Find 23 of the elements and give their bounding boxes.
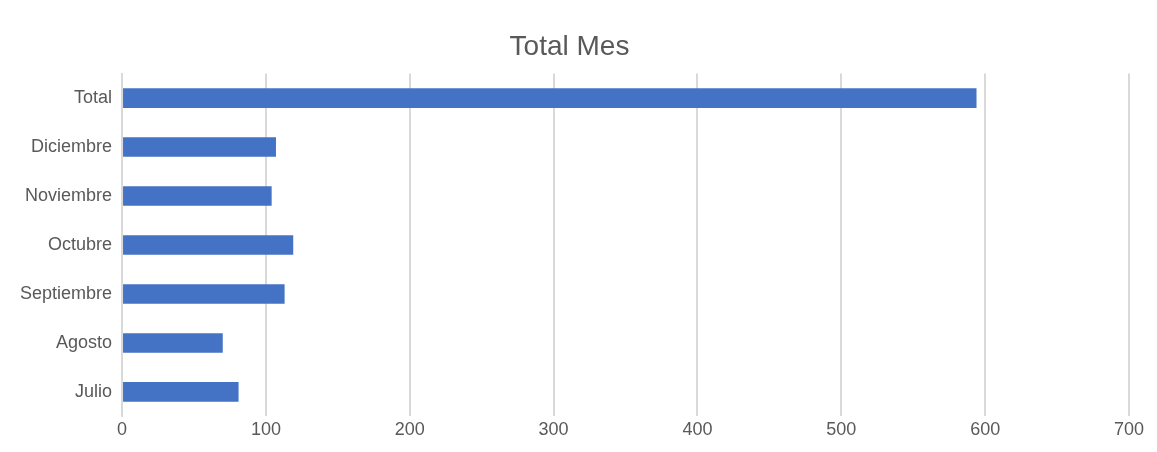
x-tick-label: 300: [538, 419, 569, 440]
x-tick-label: 600: [970, 419, 1001, 440]
x-tick-label: 400: [682, 419, 713, 440]
x-tick-label: 200: [394, 419, 425, 440]
chart-title: Total Mes: [509, 29, 630, 61]
bar: [123, 186, 272, 206]
bar: [123, 235, 294, 255]
bar: [123, 382, 239, 402]
x-tick-label: 500: [826, 419, 857, 440]
bar: [123, 88, 977, 108]
bar: [123, 137, 276, 157]
y-tick-label: Septiembre: [19, 282, 113, 303]
x-tick-label: 0: [117, 419, 128, 440]
y-tick-label: Agosto: [56, 331, 113, 352]
x-tick-label: 100: [250, 419, 281, 440]
y-tick-label: Total: [74, 87, 113, 108]
y-tick-label: Diciembre: [31, 136, 113, 157]
x-tick-label: 700: [1113, 419, 1145, 440]
bar: [123, 333, 223, 353]
y-tick-label: Noviembre: [25, 185, 113, 205]
bar: [123, 284, 285, 304]
y-tick-label: Octubre: [48, 233, 113, 254]
y-tick-label: Julio: [75, 380, 113, 401]
